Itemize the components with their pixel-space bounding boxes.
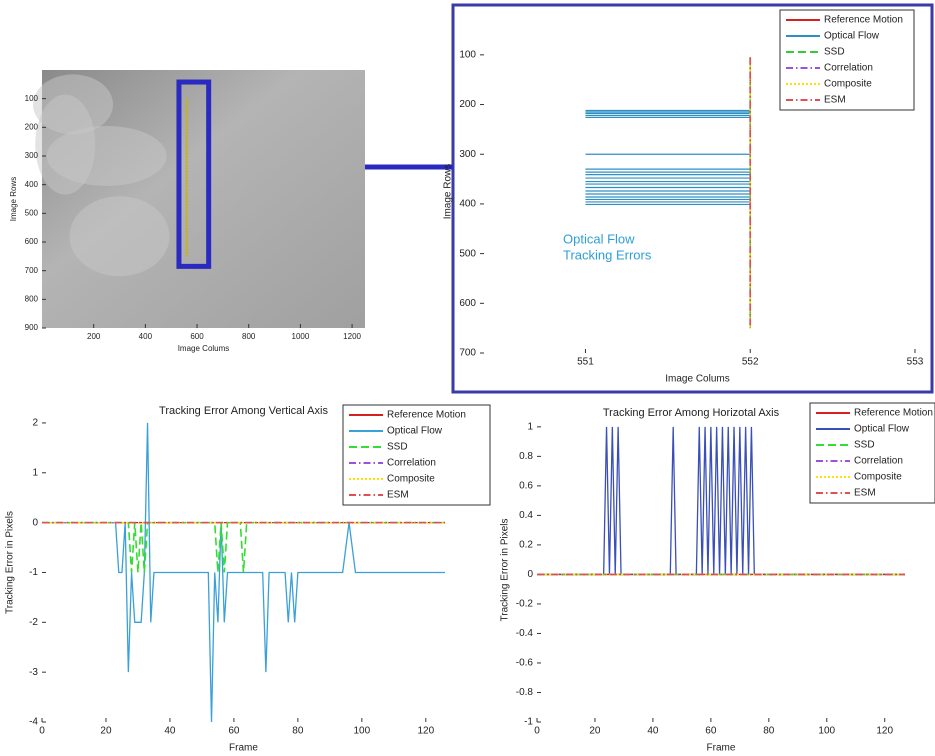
y-tick-label: 0.4 — [519, 510, 533, 521]
x-tick-label: 100 — [818, 726, 835, 737]
legend-label: ESM — [854, 488, 876, 499]
y-tick-label: -0.4 — [516, 628, 534, 639]
y-tick-label: -3 — [29, 667, 38, 678]
x-tick-label: 1000 — [292, 332, 310, 341]
x-tick-label: 80 — [292, 726, 304, 737]
y-axis-label: Tracking Error in Pixels — [500, 519, 511, 622]
legend-label: Reference Motion — [824, 15, 903, 26]
y-tick-label: 100 — [25, 94, 39, 103]
legend-label: SSD — [854, 440, 875, 451]
x-tick-label: 0 — [39, 726, 45, 737]
x-tick-label: 20 — [100, 726, 112, 737]
y-tick-label: 0.8 — [519, 451, 533, 462]
x-tick-label: 60 — [705, 726, 717, 737]
y-tick-label: -1 — [29, 567, 38, 578]
y-tick-label: 400 — [459, 199, 476, 210]
y-tick-label: 2 — [32, 418, 38, 429]
legend-box — [809, 402, 935, 504]
y-tick-label: 0.6 — [519, 481, 533, 492]
y-tick-label: 1 — [527, 421, 533, 432]
y-tick-label: 900 — [25, 323, 39, 332]
y-tick-label: -4 — [29, 717, 38, 728]
x-tick-label: 0 — [534, 726, 540, 737]
x-tick-label: 551 — [577, 357, 594, 368]
x-tick-label: 1200 — [343, 332, 361, 341]
y-tick-label: -2 — [29, 617, 38, 628]
x-tick-label: 400 — [139, 332, 153, 341]
x-tick-label: 600 — [190, 332, 204, 341]
y-tick-label: 800 — [25, 294, 39, 303]
y-tick-label: 0 — [527, 569, 533, 580]
legend-label: Composite — [824, 79, 872, 90]
chart-title: Tracking Error Among Horizotal Axis — [603, 407, 780, 419]
legend-label: SSD — [387, 442, 408, 453]
series-line — [537, 426, 905, 576]
y-tick-label: -0.6 — [516, 658, 534, 669]
y-tick-label: 200 — [459, 99, 476, 110]
legend-box — [342, 404, 491, 506]
annotation: Tracking Errors — [563, 247, 652, 262]
y-tick-label: 400 — [25, 180, 39, 189]
x-tick-label: 800 — [242, 332, 256, 341]
series-line — [42, 422, 445, 723]
tissue-texture — [69, 196, 170, 277]
legend-label: SSD — [824, 47, 845, 58]
x-tick-label: 553 — [907, 357, 924, 368]
legend-label: Optical Flow — [387, 426, 443, 437]
x-tick-label: 552 — [742, 357, 759, 368]
y-tick-label: 100 — [459, 49, 476, 60]
y-tick-label: 0 — [32, 517, 38, 528]
y-axis-label: Tracking Error in Pixels — [5, 511, 16, 614]
legend-box — [779, 9, 915, 111]
x-tick-label: 100 — [353, 726, 370, 737]
y-tick-label: -0.8 — [516, 687, 534, 698]
y-tick-label: 300 — [459, 149, 476, 160]
y-tick-label: -0.2 — [516, 599, 534, 610]
y-axis-label: Image Rows — [9, 177, 18, 221]
y-tick-label: 700 — [459, 348, 476, 359]
legend-label: Correlation — [854, 456, 903, 467]
legend-label: Correlation — [387, 458, 436, 469]
legend-label: Optical Flow — [854, 424, 910, 435]
legend-label: ESM — [387, 490, 409, 501]
y-tick-label: 300 — [25, 151, 39, 160]
x-tick-label: 40 — [164, 726, 176, 737]
y-tick-label: -1 — [524, 717, 533, 728]
x-tick-label: 40 — [647, 726, 659, 737]
legend-label: Composite — [854, 472, 902, 483]
legend-label: Optical Flow — [824, 31, 880, 42]
x-tick-label: 80 — [763, 726, 775, 737]
x-axis-label: Image Colums — [178, 344, 230, 353]
x-tick-label: 20 — [589, 726, 601, 737]
x-axis-label: Frame — [229, 743, 258, 754]
legend-label: Reference Motion — [854, 408, 933, 419]
legend-label: Composite — [387, 474, 435, 485]
legend-label: ESM — [824, 95, 846, 106]
y-tick-label: 500 — [25, 208, 39, 217]
x-tick-label: 120 — [417, 726, 434, 737]
legend-label: Reference Motion — [387, 410, 466, 421]
y-tick-label: 0.2 — [519, 540, 533, 551]
annotation: Optical Flow — [563, 231, 635, 246]
y-tick-label: 1 — [32, 467, 38, 478]
chart-title: Tracking Error Among Vertical Axis — [159, 405, 328, 417]
series-line — [42, 521, 445, 573]
highlight-box — [176, 79, 212, 269]
x-axis-label: Image Colums — [665, 374, 729, 385]
x-tick-label: 200 — [87, 332, 101, 341]
y-tick-label: 700 — [25, 266, 39, 275]
x-tick-label: 60 — [228, 726, 240, 737]
y-tick-label: 600 — [459, 298, 476, 309]
tissue-texture — [35, 94, 96, 195]
y-tick-label: 500 — [459, 248, 476, 259]
y-tick-label: 600 — [25, 237, 39, 246]
x-tick-label: 120 — [876, 726, 893, 737]
y-axis-label: Image Rows — [443, 164, 454, 220]
y-tick-label: 200 — [25, 122, 39, 131]
x-axis-label: Frame — [707, 743, 736, 754]
legend-label: Correlation — [824, 63, 873, 74]
